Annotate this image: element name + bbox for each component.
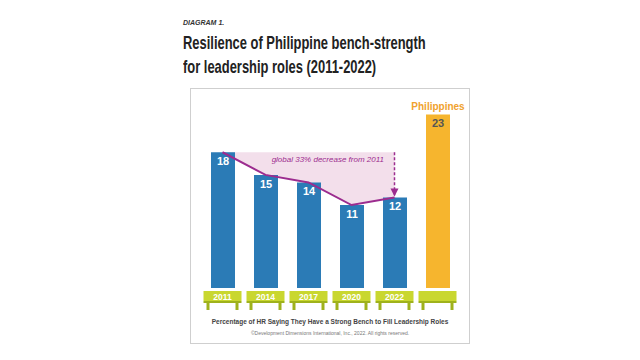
html-text:global 33% decrease from 2011: global 33% decrease from 2011 — [271, 155, 384, 164]
svg-text:2014: 2014 — [256, 292, 275, 302]
svg-text:12: 12 — [389, 200, 401, 212]
svg-text:23: 23 — [432, 117, 444, 129]
svg-text:14: 14 — [303, 185, 316, 197]
svg-text:11: 11 — [346, 208, 358, 220]
svg-text:Philippines: Philippines — [411, 101, 465, 112]
html-text:Resilience of Philippine bench: Resilience of Philippine bench-strength … — [183, 32, 426, 77]
svg-text:2011: 2011 — [213, 292, 232, 302]
html-text:Percentage of HR Saying They H: Percentage of HR Saying They Have a Stro… — [211, 318, 449, 325]
svg-text:2017: 2017 — [299, 292, 318, 302]
html-text:DIAGRAM 1.: DIAGRAM 1. — [183, 19, 225, 26]
svg-text:18: 18 — [217, 155, 229, 167]
html-text:©Development Dimensions Intern: ©Development Dimensions International, I… — [250, 330, 410, 336]
svg-text:15: 15 — [260, 178, 272, 190]
svg-text:2020: 2020 — [342, 292, 361, 302]
svg-text:2022: 2022 — [385, 292, 404, 302]
